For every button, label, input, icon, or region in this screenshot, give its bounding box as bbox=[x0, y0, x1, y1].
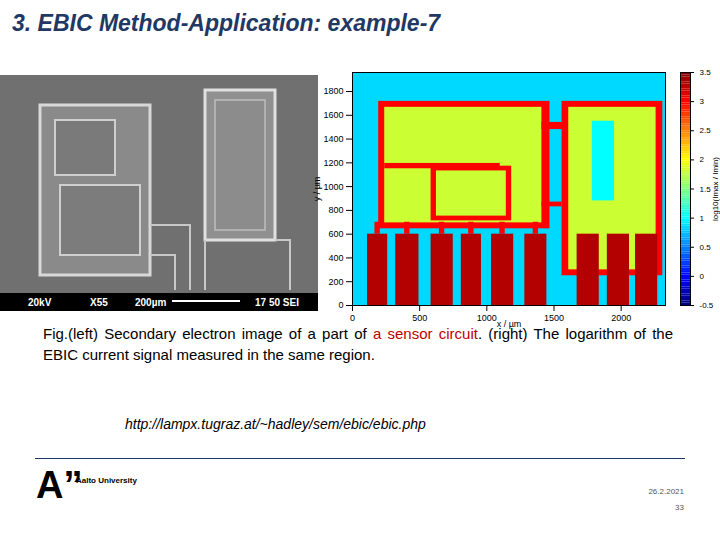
svg-text:0: 0 bbox=[700, 272, 705, 281]
svg-text:1: 1 bbox=[700, 214, 705, 223]
svg-text:0.5: 0.5 bbox=[700, 243, 712, 252]
svg-text:1000: 1000 bbox=[477, 313, 497, 323]
svg-text:500: 500 bbox=[412, 313, 427, 323]
svg-text:2.5: 2.5 bbox=[700, 126, 712, 135]
svg-text:log10(Imax / Imin): log10(Imax / Imin) bbox=[711, 157, 720, 221]
svg-text:0: 0 bbox=[338, 300, 343, 310]
svg-text:800: 800 bbox=[328, 205, 343, 215]
svg-text:1600: 1600 bbox=[323, 110, 343, 120]
svg-text:1200: 1200 bbox=[323, 158, 343, 168]
svg-text:200: 200 bbox=[328, 277, 343, 287]
svg-text:3: 3 bbox=[700, 97, 705, 106]
svg-text:-0.5: -0.5 bbox=[700, 301, 714, 310]
svg-text:400: 400 bbox=[328, 253, 343, 263]
svg-text:1800: 1800 bbox=[323, 86, 343, 96]
svg-text:0: 0 bbox=[350, 313, 355, 323]
svg-text:1.5: 1.5 bbox=[700, 185, 712, 194]
svg-text:3.5: 3.5 bbox=[700, 68, 712, 77]
svg-text:2: 2 bbox=[700, 155, 705, 164]
svg-text:y / µm: y / µm bbox=[312, 177, 322, 202]
svg-text:200µm: 200µm bbox=[135, 297, 166, 308]
svg-text:20kV: 20kV bbox=[28, 297, 52, 308]
svg-text:X55: X55 bbox=[90, 297, 108, 308]
svg-text:1000: 1000 bbox=[323, 182, 343, 192]
svg-text:2000: 2000 bbox=[611, 313, 631, 323]
svg-text:17 50 SEI: 17 50 SEI bbox=[255, 297, 299, 308]
svg-text:1400: 1400 bbox=[323, 134, 343, 144]
svg-text:600: 600 bbox=[328, 229, 343, 239]
svg-text:1500: 1500 bbox=[544, 313, 564, 323]
